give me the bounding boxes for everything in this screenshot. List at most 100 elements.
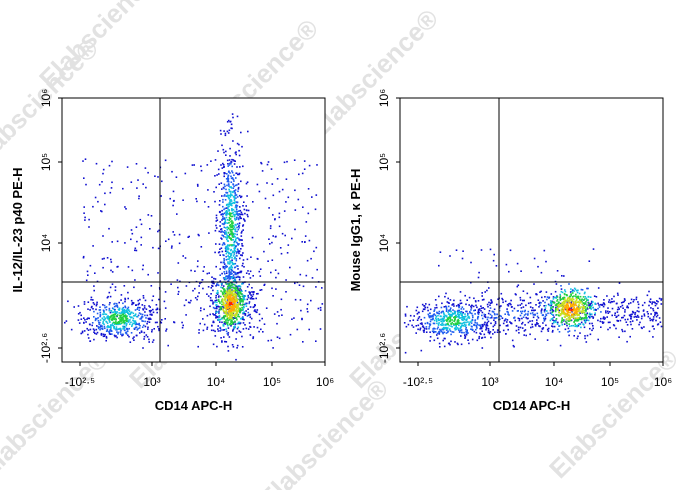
event-dot [462,321,465,324]
event-dot [115,315,118,317]
event-dot [546,296,549,298]
event-dot [575,310,577,312]
event-dot [535,304,537,306]
event-dot [430,315,433,318]
event-dot [122,325,124,328]
event-dot [467,339,469,341]
event-dot [229,287,231,290]
event-dot [220,290,222,292]
event-dot [514,293,517,295]
event-dot [235,216,238,219]
event-dot [232,211,234,214]
event-dot [84,216,86,219]
event-dot [215,220,218,222]
event-dot [224,199,227,201]
event-dot [253,305,256,308]
event-dot [65,320,68,322]
event-dot [87,317,89,319]
event-dot [197,295,199,298]
event-dot [315,194,318,196]
event-dot [233,215,236,218]
event-dot [470,325,473,328]
event-dot [569,302,572,305]
event-dot [558,311,560,313]
event-dot [206,272,209,275]
event-dot [584,321,586,323]
event-dot [438,264,440,267]
event-dot [129,319,131,321]
event-dot [280,252,283,255]
event-dot [466,299,468,301]
event-dot [155,304,158,306]
event-dot [556,323,559,325]
event-dot [97,327,100,330]
event-dot [215,315,217,317]
event-dot [225,272,228,274]
event-dot [138,322,140,325]
event-dot [241,213,243,216]
event-dot [579,295,582,298]
event-dot [233,163,236,165]
event-dot [200,169,203,172]
event-dot [443,345,446,348]
event-dot [269,243,271,245]
event-dot [181,321,183,324]
event-dot [227,293,230,296]
event-dot [240,254,242,256]
event-dot [560,321,563,324]
event-dot [232,201,235,204]
event-dot [649,298,652,300]
event-dot [568,297,571,299]
event-dot [543,305,545,307]
event-dot [451,319,454,321]
event-dot [561,307,564,310]
event-dot [527,314,529,316]
event-dot [454,322,457,325]
event-dot [135,249,138,252]
event-dot [212,329,215,332]
event-dot [614,312,616,314]
event-dot [241,283,243,285]
event-dot [225,214,228,216]
event-dot [235,285,237,287]
event-dot [562,306,564,308]
event-dot [583,307,585,310]
event-dot [477,316,479,319]
event-dot [574,319,577,321]
event-dot [470,328,472,330]
event-dot [636,319,638,321]
event-dot [114,311,117,313]
event-dot [116,314,119,316]
event-dot [561,320,563,323]
event-dot [507,311,509,313]
event-dot [490,336,492,339]
event-dot [483,313,486,316]
event-dot [224,299,227,301]
x-tick-label: 10⁴ [545,375,564,389]
event-dot [499,318,501,321]
event-dot [224,185,226,188]
event-dot [215,296,217,299]
event-dot [234,210,236,213]
event-dot [281,232,284,235]
event-dot [182,324,184,327]
event-dot [302,206,304,208]
event-dot [570,309,572,311]
event-dot [441,324,443,326]
event-dot [101,258,104,260]
event-dot [314,208,317,211]
event-dot [226,275,228,278]
event-dot [561,310,563,313]
event-dot [487,320,490,323]
event-dot [239,257,241,260]
event-dot [615,302,618,305]
event-dot [470,305,472,308]
x-tick-label: 10³ [481,375,498,389]
event-dot [227,310,230,313]
event-dot [428,316,431,319]
event-dot [597,319,599,322]
event-dot [148,338,150,341]
event-dot [230,252,232,255]
event-dot [493,324,496,326]
event-dot [234,302,236,304]
